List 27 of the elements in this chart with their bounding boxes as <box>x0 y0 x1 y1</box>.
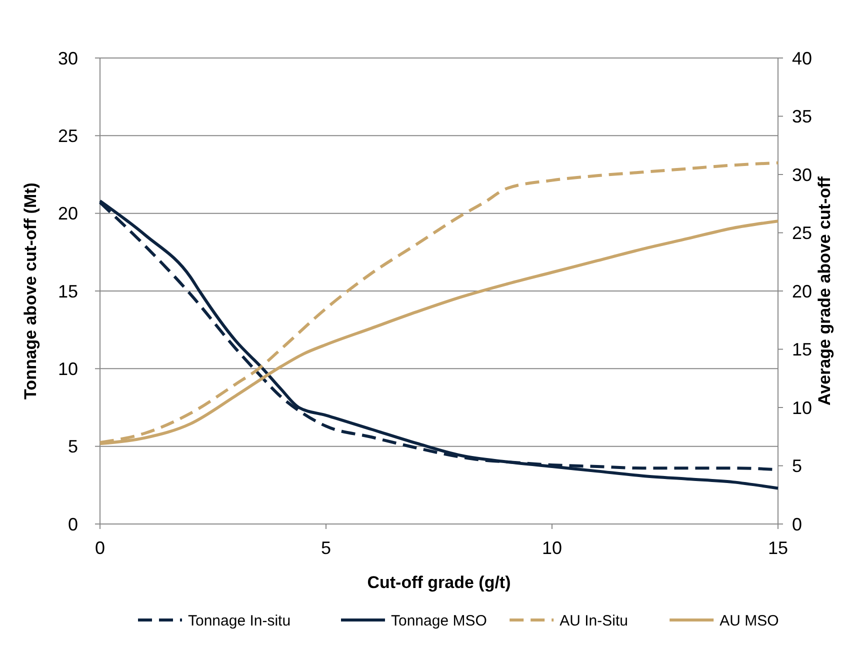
y2-tick-label: 5 <box>792 456 802 476</box>
x-tick-label: 0 <box>94 538 106 558</box>
y2-tick-label: 25 <box>792 223 812 244</box>
y2-tick-label: 35 <box>792 106 812 127</box>
x-tick-label: 5 <box>320 538 332 558</box>
y2-tick-label: 40 <box>792 48 812 68</box>
legend-label: Tonnage MSO <box>391 612 487 630</box>
x-axis-title: Cut-off grade (g/t) <box>367 573 511 592</box>
y2-tick-label: 10 <box>792 398 812 418</box>
y-tick-label: 10 <box>58 358 78 379</box>
y2-tick-label: 0 <box>792 514 802 534</box>
y-tick-label: 25 <box>58 126 78 146</box>
legend-label: AU MSO <box>720 612 779 630</box>
y-tick-label: 0 <box>68 514 78 534</box>
y2-tick-label: 15 <box>792 340 812 360</box>
y2-tick-label: 20 <box>792 281 812 302</box>
x-tick-label: 10 <box>542 538 562 558</box>
y2-axis-title: Average grade above cut-off <box>815 176 834 406</box>
y-axis-title: Tonnage above cut-off (Mt) <box>21 182 40 400</box>
y-tick-label: 5 <box>68 436 78 457</box>
legend-label: AU In-Situ <box>560 612 628 630</box>
legend-label: Tonnage In-situ <box>188 612 291 630</box>
y-tick-label: 15 <box>58 281 78 302</box>
y-tick-label: 30 <box>58 48 78 68</box>
y2-tick-label: 30 <box>792 164 812 185</box>
x-tick-label: 15 <box>768 538 788 558</box>
y-tick-label: 20 <box>58 204 78 224</box>
